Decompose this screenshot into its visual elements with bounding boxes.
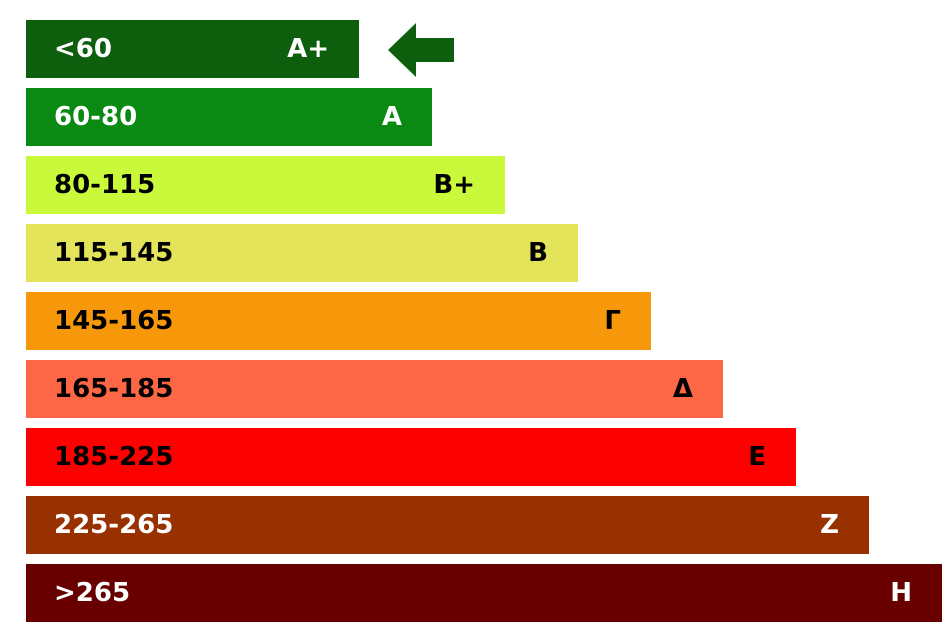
range-label: 185-225 — [54, 442, 174, 472]
range-label: 225-265 — [54, 510, 174, 540]
range-label: 145-165 — [54, 306, 174, 336]
current-rating-arrow-icon — [388, 23, 454, 77]
range-label: 165-185 — [54, 374, 174, 404]
range-label: 60-80 — [54, 102, 138, 132]
range-label: 115-145 — [54, 238, 174, 268]
rating-bar-2: 60-80 A — [26, 88, 432, 146]
class-label: A — [381, 102, 402, 132]
class-label: Z — [820, 510, 839, 540]
rating-bar-1: <60 A+ — [26, 20, 359, 78]
rating-bar-6: 165-185 Δ — [26, 360, 723, 418]
class-label: B+ — [433, 170, 475, 200]
rating-bar-8: 225-265 Z — [26, 496, 869, 554]
class-label: A+ — [287, 34, 329, 64]
rating-bar-5: 145-165 Γ — [26, 292, 651, 350]
range-label: >265 — [54, 578, 131, 608]
class-label: Δ — [672, 374, 693, 404]
class-label: H — [890, 578, 912, 608]
rating-bar-4: 115-145 B — [26, 224, 578, 282]
rating-bar-7: 185-225 E — [26, 428, 796, 486]
class-label: B — [528, 238, 548, 268]
class-label: E — [748, 442, 766, 472]
rating-bar-9: >265 H — [26, 564, 942, 622]
rating-bar-3: 80-115 B+ — [26, 156, 505, 214]
range-label: 80-115 — [54, 170, 156, 200]
range-label: <60 — [54, 34, 112, 64]
class-label: Γ — [604, 306, 621, 336]
